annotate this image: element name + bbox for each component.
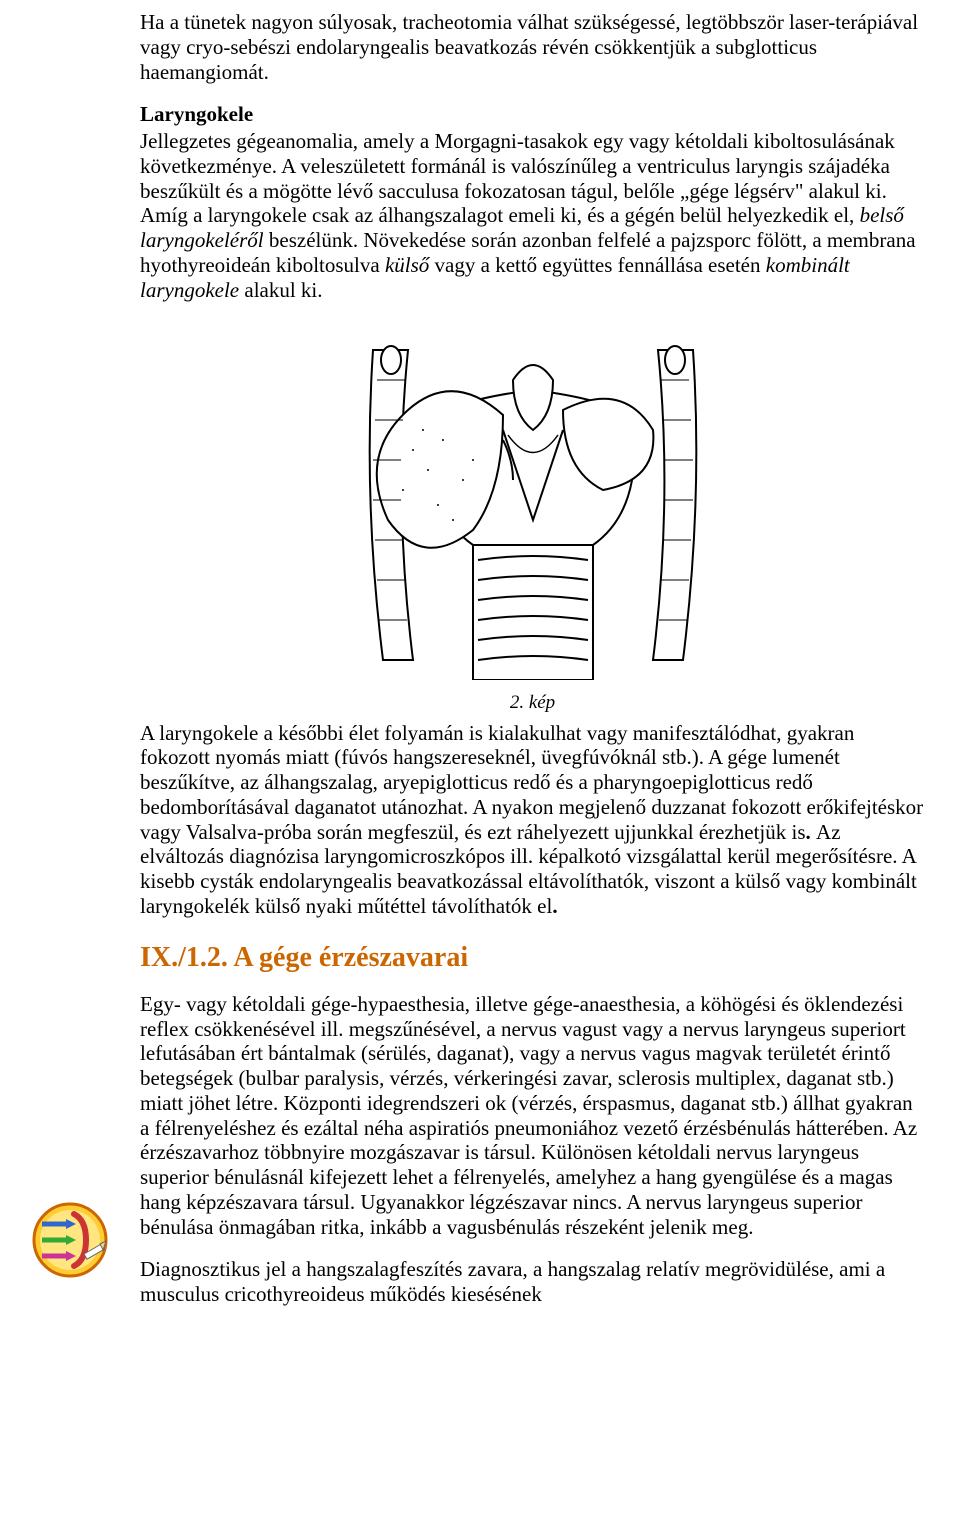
laryngokele-heading: Laryngokele (140, 102, 925, 127)
post-figure-paragraph: A laryngokele a későbbi élet folyamán is… (140, 721, 925, 919)
laryngokele-text-end: alakul ki. (239, 278, 322, 302)
diagnostic-paragraph: Diagnosztikus jel a hangszalagfeszítés z… (140, 1257, 925, 1307)
left-margin-column (10, 10, 130, 1307)
kulso-term: külső (385, 253, 429, 277)
pathomechanism-badge-icon (30, 1200, 110, 1280)
laryngokele-text-pre: Jellegzetes gégeanomalia, amely a Morgag… (140, 129, 895, 227)
sensation-disorders-paragraph: Egy- vagy kétoldali gége-hypaesthesia, i… (140, 992, 925, 1240)
intro-paragraph: Ha a tünetek nagyon súlyosak, tracheotom… (140, 10, 925, 84)
figure-caption: 2. kép (140, 692, 925, 714)
figure-2: 2. kép (140, 320, 925, 714)
main-content-column: Ha a tünetek nagyon súlyosak, tracheotom… (140, 10, 925, 1307)
section-heading-ix-1-2: IX./1.2. A gége érzészavarai (140, 941, 925, 974)
laryngokele-text-mid2: vagy a kettő együttes fennállása esetén (429, 253, 765, 277)
bold-period-1: . (806, 820, 817, 844)
bold-period-2: . (552, 894, 557, 918)
laryngokele-paragraph: Jellegzetes gégeanomalia, amely a Morgag… (140, 129, 925, 302)
larynx-anatomy-illustration (353, 320, 713, 686)
